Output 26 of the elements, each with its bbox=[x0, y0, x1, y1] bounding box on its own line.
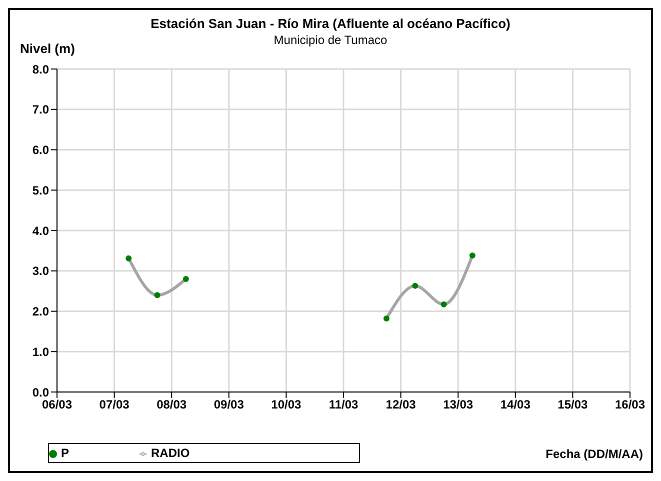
y-axis-title: Nivel (m) bbox=[20, 41, 75, 56]
x-tick-label: 16/03 bbox=[614, 398, 646, 412]
x-tick-label: 11/03 bbox=[328, 398, 359, 412]
x-tick-label: 09/03 bbox=[214, 398, 244, 412]
x-tick-label: 10/03 bbox=[271, 398, 302, 412]
x-tick-label: 14/03 bbox=[500, 398, 531, 412]
x-tick-label: 12/03 bbox=[386, 398, 416, 412]
y-tick-label: 5.0 bbox=[32, 183, 50, 198]
legend-label: RADIO bbox=[151, 446, 190, 460]
y-tick-label: 1.0 bbox=[32, 344, 50, 359]
chart-title: Estación San Juan - Río Mira (Afluente al océano Pacífico) bbox=[150, 16, 512, 31]
x-tick-label: 06/03 bbox=[42, 398, 72, 412]
x-tick-label: 08/03 bbox=[156, 398, 187, 412]
y-tick-label: 3.0 bbox=[32, 264, 50, 278]
y-tick-label: 7.0 bbox=[32, 102, 50, 117]
y-tick-label: 2.0 bbox=[32, 304, 50, 319]
chart-subtitle: Municipio de Tumaco bbox=[274, 33, 388, 47]
x-tick-label: 13/03 bbox=[443, 398, 474, 412]
y-tick-label: 0.0 bbox=[32, 385, 50, 400]
y-tick-label: 6.0 bbox=[32, 143, 50, 158]
legend-label: P bbox=[61, 446, 70, 460]
x-tick-label: 07/03 bbox=[99, 398, 130, 412]
y-tick-label: 4.0 bbox=[32, 224, 50, 238]
x-tick-label: 15/03 bbox=[558, 398, 588, 412]
x-axis-title: Fecha (DD/M/AA) bbox=[546, 447, 643, 461]
y-tick-label: 8.0 bbox=[32, 62, 50, 76]
